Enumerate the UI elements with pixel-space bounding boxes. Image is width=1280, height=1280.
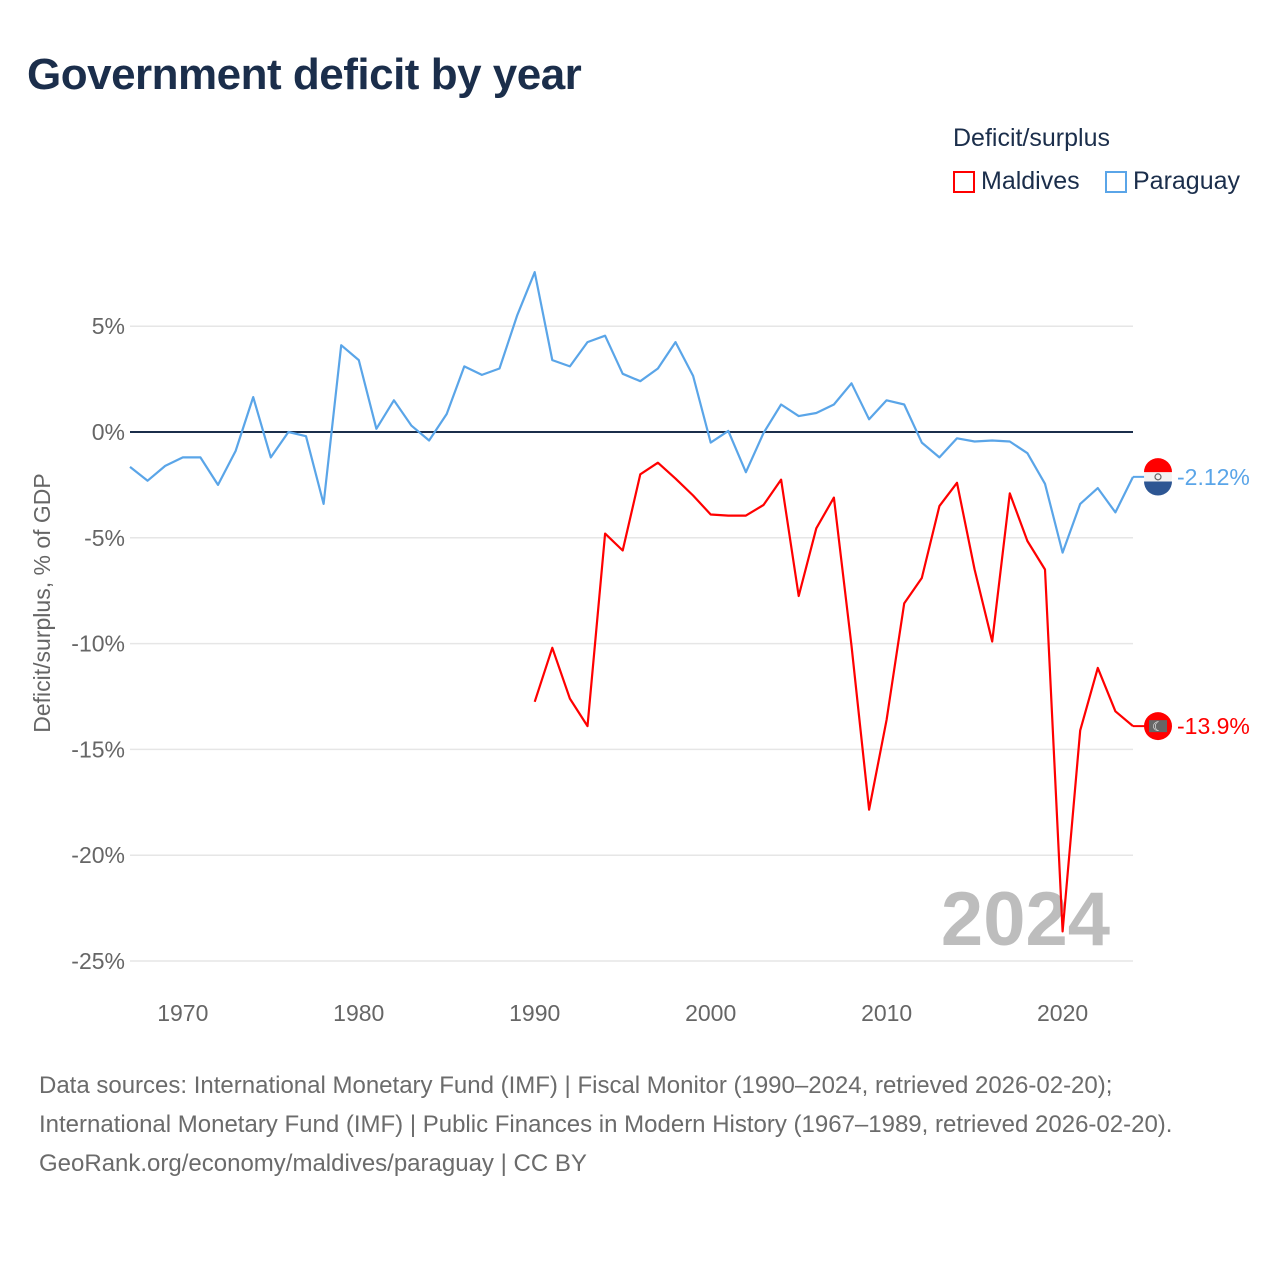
end-value-label-paraguay: -2.12% <box>1177 464 1250 490</box>
y-tick-label: -10% <box>71 631 125 657</box>
x-tick-label: 2010 <box>861 1000 912 1026</box>
flag-stripe-blue <box>1144 481 1172 496</box>
end-value-label-maldives: -13.9% <box>1177 713 1250 739</box>
y-tick-label: -25% <box>71 948 125 974</box>
y-tick-label: -5% <box>84 525 125 551</box>
year-watermark: 2024 <box>941 877 1110 962</box>
legend-swatch-paraguay <box>1105 170 1127 193</box>
data-sources: Data sources: International Monetary Fun… <box>39 1072 1173 1138</box>
y-tick-label: 5% <box>92 313 125 339</box>
legend-label: Paraguay <box>1133 167 1241 195</box>
legend-swatch-maldives <box>953 170 975 193</box>
series-line-paraguay <box>129 271 1134 554</box>
flag-crescent: ☾ <box>1152 719 1164 734</box>
flag-field <box>1149 720 1167 733</box>
y-tick-label: -20% <box>71 842 125 868</box>
legend-item-maldives[interactable]: Maldives <box>953 167 1080 196</box>
series-line-maldives <box>533 461 1134 933</box>
y-axis-label: Deficit/surplus, % of GDP <box>29 473 55 732</box>
chart-title: Government deficit by year <box>27 50 582 99</box>
x-tick-label: 1990 <box>509 1000 560 1026</box>
y-tick-label: -15% <box>71 736 125 762</box>
footer: Data sources: International Monetary Fun… <box>39 1066 1239 1183</box>
credit-link[interactable]: GeoRank.org/economy/maldives/paraguay | … <box>39 1150 587 1177</box>
legend-title: Deficit/surplus <box>953 124 1110 152</box>
x-tick-label: 1970 <box>157 1000 208 1026</box>
y-tick-label: 0% <box>92 419 125 445</box>
x-tick-label: 1980 <box>333 1000 384 1026</box>
x-tick-label: 2000 <box>685 1000 736 1026</box>
flag-stripe-red <box>1144 458 1172 473</box>
x-tick-label: 2020 <box>1037 1000 1088 1026</box>
legend-label: Maldives <box>981 167 1080 195</box>
flag-emblem <box>1154 473 1162 481</box>
legend-item-paraguay[interactable]: Paraguay <box>1105 167 1240 196</box>
